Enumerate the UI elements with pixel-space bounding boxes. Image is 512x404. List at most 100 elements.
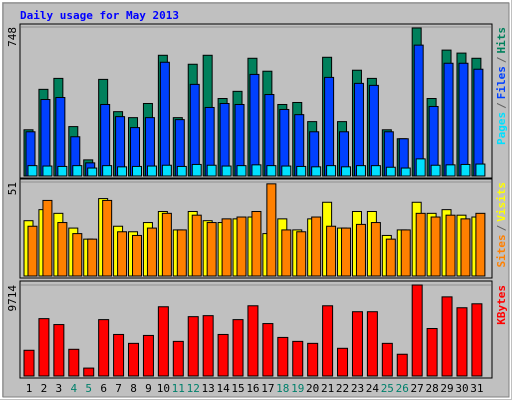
bar <box>161 164 172 177</box>
bar <box>396 353 408 377</box>
bar <box>40 99 51 177</box>
bevel-dark <box>2 2 510 398</box>
bar <box>311 166 322 177</box>
bar <box>27 225 38 277</box>
bar <box>102 165 113 177</box>
bar <box>370 165 381 177</box>
bar <box>341 227 352 277</box>
bar <box>113 333 125 377</box>
bar <box>221 165 232 177</box>
x-tick-label: 12 <box>187 382 200 395</box>
x-tick-label: 3 <box>56 382 63 395</box>
bar <box>117 231 128 277</box>
bar <box>445 164 456 177</box>
bar <box>322 305 334 377</box>
bar <box>251 164 262 177</box>
legend-entry: Pages <box>495 112 508 145</box>
x-tick-label: 14 <box>216 382 230 395</box>
bar <box>191 163 202 177</box>
bar <box>292 340 304 377</box>
bar <box>460 218 471 277</box>
x-tick-label: 19 <box>291 382 304 395</box>
legend-separator: / <box>495 56 508 63</box>
bar <box>206 164 217 177</box>
x-tick-label: 26 <box>396 382 409 395</box>
x-tick-label: 31 <box>470 382 483 395</box>
x-tick-label: 4 <box>70 382 77 395</box>
y-tick-label: 51 <box>6 182 19 195</box>
bar <box>159 61 170 177</box>
bar <box>262 323 274 377</box>
bar <box>146 165 157 177</box>
x-tick-label: 20 <box>306 382 319 395</box>
bar <box>413 44 424 177</box>
legend-separator: / <box>495 102 508 109</box>
bar <box>221 218 232 277</box>
bar <box>57 222 68 277</box>
bar <box>232 319 244 377</box>
bar <box>189 83 200 177</box>
bar <box>471 303 483 377</box>
y-tick-label: 9714 <box>6 285 19 312</box>
bar <box>381 342 393 377</box>
bar <box>202 315 214 377</box>
bar <box>400 167 411 177</box>
bar <box>172 340 184 377</box>
x-tick-label: 16 <box>246 382 259 395</box>
bar <box>98 319 110 377</box>
legend-entry: KBytes <box>495 285 508 325</box>
bar <box>187 316 199 377</box>
bar <box>247 305 259 377</box>
bar <box>266 165 277 177</box>
bar <box>68 348 80 377</box>
bar <box>430 164 441 177</box>
bar <box>355 165 366 177</box>
bar <box>415 158 426 177</box>
bar <box>249 73 260 177</box>
bar <box>38 318 50 377</box>
chart-title: Daily usage for May 2013 <box>20 9 179 22</box>
x-tick-label: 8 <box>130 382 137 395</box>
x-tick-label: 29 <box>440 382 453 395</box>
bar <box>385 238 396 277</box>
x-tick-label: 2 <box>41 382 48 395</box>
bar <box>353 82 364 177</box>
bar <box>370 222 381 277</box>
bar <box>415 212 426 277</box>
bar <box>337 347 349 377</box>
x-tick-label: 9 <box>145 382 152 395</box>
bar <box>264 94 275 177</box>
x-tick-label: 1 <box>26 382 33 395</box>
bar <box>311 216 322 277</box>
bar <box>441 296 453 377</box>
x-tick-label: 25 <box>381 382 394 395</box>
bar <box>132 234 143 277</box>
bar <box>42 199 53 277</box>
bar <box>102 199 113 277</box>
bar <box>296 231 307 277</box>
bar <box>53 324 65 377</box>
bar <box>191 214 202 277</box>
bar <box>83 367 95 377</box>
bar <box>296 165 307 177</box>
legend-entry: Files <box>495 66 508 99</box>
bar <box>146 227 157 277</box>
bar <box>236 165 247 177</box>
bar <box>206 222 217 277</box>
bar <box>281 165 292 177</box>
x-tick-label: 21 <box>321 382 334 395</box>
bar <box>366 311 378 377</box>
bar <box>219 102 230 177</box>
bar <box>475 163 486 177</box>
x-tick-label: 17 <box>261 382 274 395</box>
legend-entry: Visits <box>495 182 508 222</box>
bar <box>456 307 468 377</box>
legend-separator: / <box>495 224 508 231</box>
x-tick-label: 15 <box>231 382 244 395</box>
bar <box>443 62 454 177</box>
bar <box>351 311 363 377</box>
legend: Sites / Visits <box>495 182 508 268</box>
x-tick-label: 5 <box>85 382 92 395</box>
bar <box>385 166 396 177</box>
